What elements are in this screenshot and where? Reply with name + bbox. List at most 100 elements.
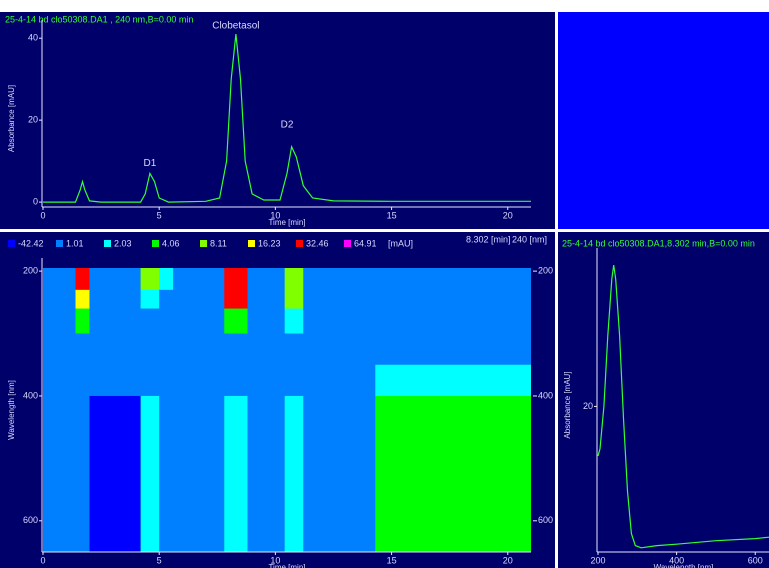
contour-cell: [303, 395, 376, 552]
y-axis-label: Absorbance [mAU]: [7, 85, 16, 152]
contour-cell: [375, 308, 531, 335]
contour-cell: [159, 364, 174, 397]
contour-cell: [224, 268, 248, 291]
peak-annotation: D1: [143, 158, 156, 169]
contour-cell: [89, 308, 142, 335]
x-tick-label: 20: [503, 555, 513, 565]
contour-cell: [247, 308, 286, 335]
contour-cell: [75, 333, 90, 366]
contour-cell: [159, 268, 174, 291]
chart-layer: 25-4-14 bd clo50308.DA1 , 240 nm,B=0.00 …: [5, 14, 769, 568]
contour-cell: [224, 395, 248, 552]
contour-cell: [140, 395, 160, 552]
plot-area: [597, 265, 769, 549]
contour-cell: [75, 268, 90, 291]
x-tick-label: 20: [503, 210, 513, 220]
contour-cell: [284, 308, 304, 335]
contour-cell: [284, 333, 304, 366]
trace-line: [597, 265, 769, 549]
cursor-time: 8.302 [min]: [466, 234, 511, 244]
legend-label: 8.11: [210, 238, 227, 248]
spectrum-panel: [558, 232, 769, 568]
contour-cell: [173, 289, 225, 310]
empty-panel: [558, 12, 769, 229]
x-tick-label: 5: [157, 210, 162, 220]
peak-annotation: Clobetasol: [212, 21, 259, 32]
contour-cell: [303, 333, 376, 366]
contour-cell: [303, 268, 376, 291]
contour-cell: [140, 289, 160, 310]
contour-cell: [75, 308, 90, 335]
legend-swatch: [296, 240, 303, 247]
x-tick-label: 400: [669, 555, 684, 565]
legend-label: 2.03: [114, 238, 132, 248]
legend-swatch: [248, 240, 255, 247]
contour-cell: [140, 268, 160, 291]
contour-cell: [247, 364, 286, 397]
contour-cell: [375, 268, 531, 291]
contour-cell: [224, 308, 248, 335]
chromatogram-panel: [0, 12, 555, 229]
legend-swatch: [152, 240, 159, 247]
x-axis-label: Time [min]: [268, 218, 305, 227]
contour-cell: [173, 308, 225, 335]
x-tick-label: 5: [157, 555, 162, 565]
legend-label: 16.23: [258, 238, 281, 248]
contour-cell: [140, 333, 160, 366]
y-tick-label-right: 600: [538, 515, 553, 525]
x-tick-label: 600: [748, 555, 763, 565]
plot-area: [43, 268, 531, 552]
contour-cell: [224, 289, 248, 310]
x-tick-label: 200: [590, 555, 605, 565]
legend-swatch: [56, 240, 63, 247]
contour-cell: [43, 289, 77, 310]
contour-cell: [173, 268, 225, 291]
contour-cell: [303, 364, 376, 397]
contour-cell: [159, 289, 174, 310]
chart-title: 25-4-14 bd clo50308.DA1 , 240 nm,B=0.00 …: [5, 14, 193, 24]
contour-cell: [375, 333, 531, 366]
contour-cell: [140, 364, 160, 397]
cursor-wavelength: 240 [nm]: [512, 234, 547, 244]
contour-cell: [89, 333, 142, 366]
y-tick-label-right: 400: [538, 390, 553, 400]
legend-swatch: [344, 240, 351, 247]
y-axis-label: Absorbance [mAU]: [563, 371, 572, 438]
legend-swatch: [104, 240, 111, 247]
contour-cell: [247, 289, 286, 310]
contour-cell: [89, 364, 142, 397]
legend-swatch: [200, 240, 207, 247]
contour-cell: [43, 308, 77, 335]
y-tick-label-right: 200: [538, 265, 553, 275]
contour-cell: [43, 364, 77, 397]
contour-cell: [224, 364, 248, 397]
peak-annotation: D2: [281, 120, 294, 131]
contour-cell: [159, 308, 174, 335]
contour-cell: [375, 395, 531, 552]
legend-label: -42.42: [18, 238, 44, 248]
x-axis-label: Wavelength [nm]: [654, 563, 714, 568]
contour-cell: [375, 364, 531, 397]
legend-unit: [mAU]: [388, 238, 413, 248]
contour-cell: [303, 308, 376, 335]
legend-label: 4.06: [162, 238, 180, 248]
y-tick-label: 20: [28, 115, 38, 125]
legend-label: 64.91: [354, 238, 377, 248]
contour-cell: [75, 289, 90, 310]
x-tick-label: 0: [40, 555, 45, 565]
contour-cell: [75, 395, 90, 552]
x-tick-label: 10: [270, 210, 280, 220]
y-tick-label: 40: [28, 33, 38, 43]
contour-cell: [159, 395, 174, 552]
x-axis-label: Time [min]: [268, 563, 305, 568]
contour-cell: [284, 289, 304, 310]
contour-cell: [75, 364, 90, 397]
contour-cell: [303, 289, 376, 310]
y-tick-label: 600: [23, 515, 38, 525]
contour-cell: [224, 333, 248, 366]
y-tick-label: 0: [33, 196, 38, 206]
contour-cell: [43, 333, 77, 366]
contour-cell: [140, 308, 160, 335]
x-tick-label: 15: [387, 210, 397, 220]
